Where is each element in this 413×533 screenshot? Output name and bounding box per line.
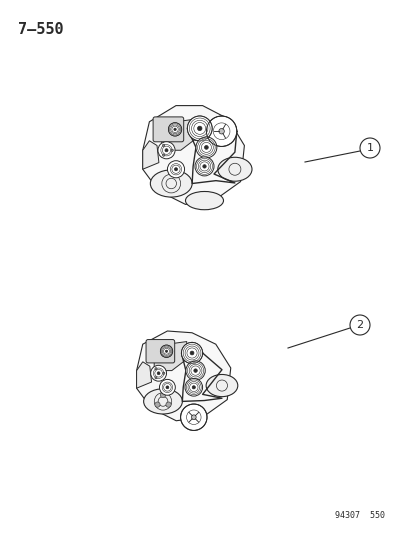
Circle shape (185, 378, 202, 396)
Ellipse shape (150, 170, 192, 197)
FancyBboxPatch shape (153, 117, 183, 142)
Circle shape (164, 149, 168, 152)
Circle shape (150, 365, 166, 381)
Circle shape (180, 404, 206, 431)
Circle shape (171, 149, 173, 151)
Circle shape (197, 126, 202, 131)
Circle shape (195, 137, 216, 158)
Circle shape (158, 142, 175, 159)
Circle shape (160, 392, 165, 398)
Polygon shape (142, 141, 159, 169)
Circle shape (195, 157, 214, 176)
Circle shape (181, 342, 202, 364)
Circle shape (202, 165, 206, 168)
Circle shape (162, 144, 164, 147)
Polygon shape (161, 119, 197, 150)
Circle shape (204, 146, 208, 149)
Ellipse shape (185, 191, 223, 209)
Text: 2: 2 (356, 320, 363, 330)
Circle shape (193, 369, 197, 373)
Text: 1: 1 (366, 143, 373, 153)
Circle shape (192, 386, 195, 389)
Circle shape (160, 345, 172, 358)
Circle shape (154, 377, 157, 379)
Circle shape (187, 116, 211, 141)
Circle shape (185, 361, 205, 380)
Circle shape (191, 415, 196, 419)
Ellipse shape (143, 389, 182, 414)
Ellipse shape (206, 375, 237, 397)
Circle shape (162, 372, 164, 374)
Circle shape (218, 128, 224, 134)
Polygon shape (154, 342, 186, 370)
Ellipse shape (217, 157, 252, 181)
Circle shape (167, 161, 184, 178)
FancyBboxPatch shape (146, 340, 174, 363)
Text: 94307  550: 94307 550 (334, 511, 384, 520)
Circle shape (162, 154, 164, 156)
Circle shape (157, 372, 160, 375)
Circle shape (206, 116, 236, 147)
Polygon shape (136, 362, 151, 388)
Polygon shape (136, 331, 230, 421)
Circle shape (166, 386, 169, 389)
Text: 7–550: 7–550 (18, 22, 64, 37)
Circle shape (168, 123, 181, 136)
Circle shape (190, 351, 193, 355)
Circle shape (154, 402, 160, 407)
Circle shape (166, 402, 171, 407)
Circle shape (159, 379, 175, 395)
Circle shape (174, 168, 177, 171)
Circle shape (165, 350, 167, 352)
Circle shape (154, 368, 157, 370)
Circle shape (173, 128, 176, 131)
Polygon shape (142, 106, 244, 204)
